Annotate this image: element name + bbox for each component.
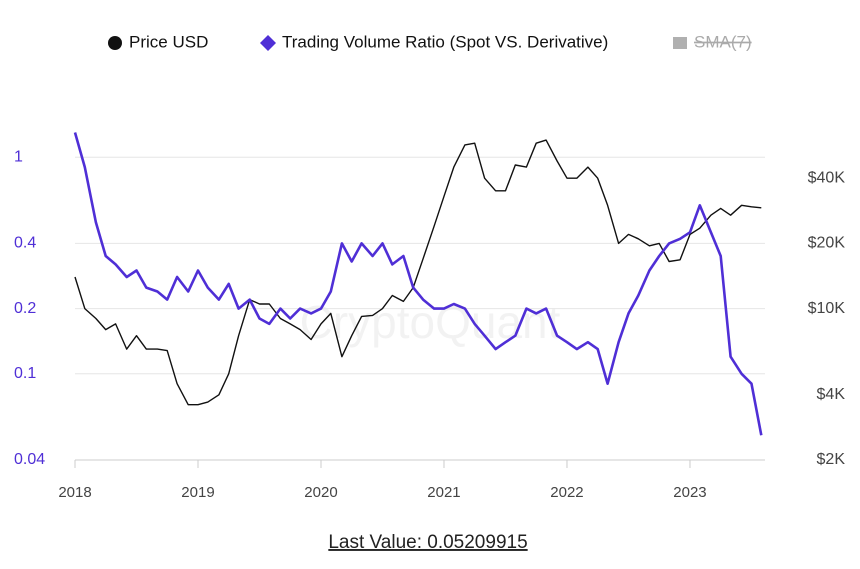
y-tick-label: 0.04 bbox=[14, 451, 45, 468]
legend-label: Price USD bbox=[129, 32, 208, 51]
x-tick-label: 2020 bbox=[304, 484, 337, 501]
series-line bbox=[73, 132, 763, 436]
y2-tick-label: $10K bbox=[808, 300, 846, 317]
y2-tick-label: $20K bbox=[808, 235, 846, 252]
legend-label: SMA(7) bbox=[694, 32, 752, 51]
x-tick-label: 2023 bbox=[673, 484, 706, 501]
legend-marker bbox=[108, 36, 122, 50]
x-tick-label: 2018 bbox=[58, 484, 91, 501]
series-line bbox=[74, 139, 762, 406]
y-tick-label: 0.2 bbox=[14, 300, 36, 317]
y-tick-label: 0.1 bbox=[14, 365, 36, 382]
y2-tick-label: $2K bbox=[817, 451, 846, 468]
footer: Last Value: 0.05209915 bbox=[328, 532, 527, 553]
y2-tick-label: $4K bbox=[817, 386, 846, 403]
y-tick-label: 0.4 bbox=[14, 235, 36, 252]
legend-label: Trading Volume Ratio (Spot VS. Derivativ… bbox=[282, 32, 608, 51]
x-tick-label: 2022 bbox=[550, 484, 583, 501]
legend-marker bbox=[260, 35, 276, 51]
x-tick-label: 2019 bbox=[181, 484, 214, 501]
y2-tick-label: $40K bbox=[808, 169, 846, 186]
x-tick-label: 2021 bbox=[427, 484, 460, 501]
legend-marker bbox=[673, 37, 687, 49]
y-tick-label: 1 bbox=[14, 148, 23, 165]
